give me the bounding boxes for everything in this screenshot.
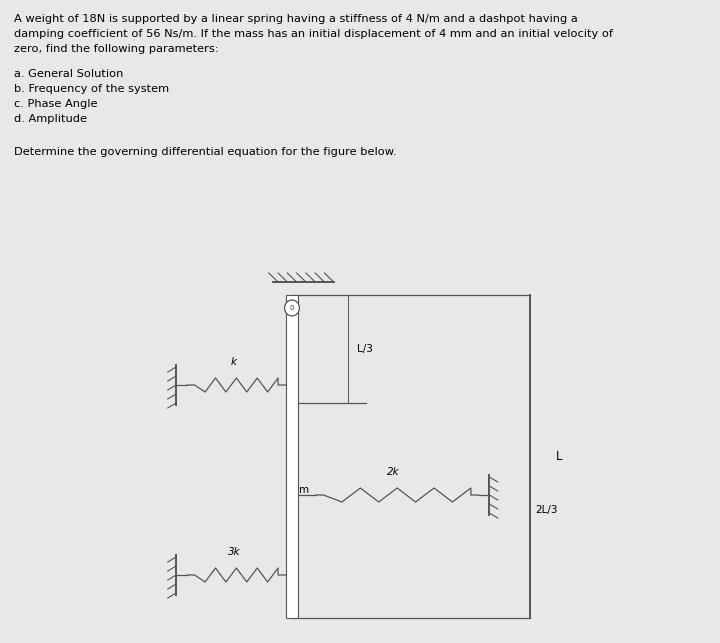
Text: k: k: [231, 357, 237, 367]
Text: Determine the governing differential equation for the figure below.: Determine the governing differential equ…: [14, 147, 397, 157]
Text: 2L/3: 2L/3: [535, 505, 557, 515]
Bar: [287, 295, 297, 618]
Text: damping coefficient of 56 Ns/m. If the mass has an initial displacement of 4 mm : damping coefficient of 56 Ns/m. If the m…: [14, 29, 613, 39]
Text: 3k: 3k: [228, 547, 240, 557]
Text: 2k: 2k: [387, 467, 400, 477]
Text: a. General Solution: a. General Solution: [14, 69, 123, 79]
Text: m: m: [300, 485, 310, 495]
Text: d. Amplitude: d. Amplitude: [14, 114, 87, 124]
Text: o: o: [289, 303, 294, 312]
Text: A weight of 18N is supported by a linear spring having a stiffness of 4 N/m and : A weight of 18N is supported by a linear…: [14, 14, 577, 24]
Text: L/3: L/3: [357, 344, 373, 354]
Circle shape: [284, 300, 300, 316]
Text: c. Phase Angle: c. Phase Angle: [14, 99, 97, 109]
Text: zero, find the following parameters:: zero, find the following parameters:: [14, 44, 219, 54]
Text: L: L: [556, 450, 562, 463]
Text: b. Frequency of the system: b. Frequency of the system: [14, 84, 169, 94]
